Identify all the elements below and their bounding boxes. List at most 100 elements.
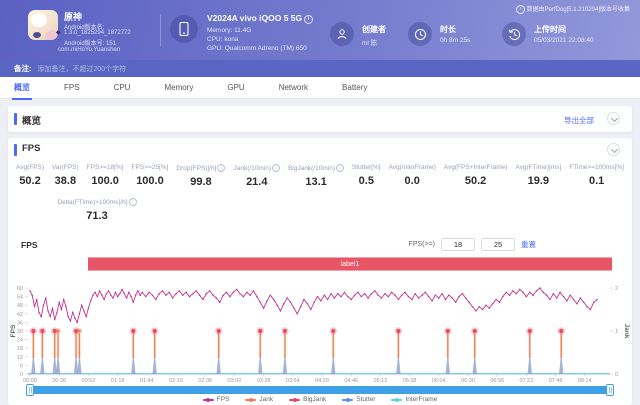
svg-text:00:52: 00:52 xyxy=(82,378,96,384)
tab-cpu[interactable]: CPU xyxy=(113,83,131,92)
svg-text:24: 24 xyxy=(17,338,23,344)
tab-network[interactable]: Network xyxy=(278,83,309,92)
fps-section-card: FPS Avg(FPS) 50.2 Var(FPS) 38.8 FPS>=18[%] 10… xyxy=(8,138,632,405)
metric-fps-18-: FPS>=18[%] 100.0 xyxy=(86,164,124,187)
svg-text:06:04: 06:04 xyxy=(432,378,446,384)
info-icon[interactable]: i xyxy=(128,198,137,206)
svg-text:03:02: 03:02 xyxy=(228,378,242,384)
game-app-icon xyxy=(28,10,58,40)
tab-fps[interactable]: FPS xyxy=(64,83,80,92)
svg-text:12: 12 xyxy=(17,355,23,361)
svg-text:04:46: 04:46 xyxy=(344,378,358,384)
info-icon[interactable]: i xyxy=(272,164,281,172)
device-title: V2024A vivo iQOO 5 5G i xyxy=(207,13,314,24)
metric-avg-fps-interframe-: Avg(FPS+InterFrame) 50.2 xyxy=(443,164,508,187)
metric-fps-25-: FPS>=25[%] 100.0 xyxy=(131,164,169,187)
report-tab-bar: 概览 FPS CPU Memory GPU Network Battery xyxy=(0,77,640,100)
svg-text:18: 18 xyxy=(17,346,23,352)
svg-text:1: 1 xyxy=(615,329,618,335)
svg-text:05:38: 05:38 xyxy=(403,378,417,384)
duration-label: 时长 xyxy=(440,25,456,34)
export-all-link[interactable]: 导出全部 xyxy=(564,116,594,125)
tab-memory[interactable]: Memory xyxy=(164,83,194,92)
svg-text:60: 60 xyxy=(17,286,23,292)
legend-item-bigjank[interactable]: BigJank xyxy=(289,396,326,403)
svg-text:FPS: FPS xyxy=(10,324,17,337)
zoom-handle-left[interactable] xyxy=(26,384,34,396)
report-header: 原神 Android版本名: ◆ 1.3.0_1825294_1872772 A… xyxy=(0,0,640,60)
legend-item-fps[interactable]: FPS xyxy=(202,396,229,403)
info-icon[interactable]: i xyxy=(336,164,345,172)
metric-stutter-: Stutter[%] 0.5 xyxy=(352,164,381,187)
chart-zoom-scrollbar[interactable] xyxy=(26,384,614,396)
svg-text:07:48: 07:48 xyxy=(549,378,563,384)
android-version-name-label: Android版本名: xyxy=(64,25,105,31)
legend-item-jank[interactable]: Jank xyxy=(245,396,273,403)
legend-item-interframe[interactable]: InterFrame xyxy=(391,396,437,403)
fps-collapse-button[interactable] xyxy=(607,143,620,156)
svg-text:00:26: 00:26 xyxy=(52,378,66,384)
fps-threshold-low-input[interactable] xyxy=(441,238,475,251)
upload-time-label: 上传时间 xyxy=(534,25,566,34)
overview-collapse-button[interactable] xyxy=(607,112,620,125)
svg-text:01:18: 01:18 xyxy=(111,378,125,384)
svg-text:03:54: 03:54 xyxy=(286,378,300,384)
android-version-code: Android版本号: 151 xyxy=(64,41,117,47)
metric-ftime-100ms-: FTime>=100ms[%] 0.1 xyxy=(569,164,624,187)
phone-icon xyxy=(179,21,189,37)
svg-text:36: 36 xyxy=(17,320,23,326)
svg-text:Jank: Jank xyxy=(623,324,630,339)
svg-text:04:20: 04:20 xyxy=(315,378,329,384)
android-icon: ◆ xyxy=(56,30,61,36)
info-icon[interactable]: i xyxy=(217,164,226,172)
tab-gpu[interactable]: GPU xyxy=(227,83,245,92)
label-banner: label1 xyxy=(88,257,612,271)
svg-text:03:28: 03:28 xyxy=(257,378,271,384)
fps-threshold-label: FPS(>=) xyxy=(408,241,435,248)
svg-text:30: 30 xyxy=(17,329,23,335)
svg-text:02:10: 02:10 xyxy=(169,378,183,384)
reset-button[interactable]: 重置 xyxy=(521,240,536,249)
duration-icon-circle xyxy=(408,22,432,46)
section-accent-bar xyxy=(14,113,17,125)
upload-time-icon-circle xyxy=(502,22,526,46)
device-info-icon[interactable]: i xyxy=(304,15,314,24)
duration-value: 0h 8m 25s xyxy=(440,37,471,44)
fps-threshold-high-input[interactable] xyxy=(481,238,515,251)
android-version-name-value: 1.3.0_1825294_1872772 xyxy=(64,30,131,36)
device-memory: Memory: 11.4G xyxy=(207,27,252,34)
zoom-handle-right[interactable] xyxy=(606,384,614,396)
svg-text:54: 54 xyxy=(17,295,23,301)
info-icon: i xyxy=(515,5,525,14)
package-name: com.miHoYo.Yuanshen xyxy=(58,47,121,53)
creator-icon-circle xyxy=(330,22,354,46)
history-clock-icon xyxy=(508,28,520,40)
svg-text:0: 0 xyxy=(615,372,618,378)
overview-section-card: 概览 导出全部 xyxy=(8,106,632,132)
svg-text:00:00: 00:00 xyxy=(23,378,37,384)
overview-section-title: 概览 xyxy=(22,116,42,127)
metric-bigjank-10min-: BigJank(/10min) i 13.1 xyxy=(288,164,345,188)
svg-text:06:56: 06:56 xyxy=(490,378,504,384)
header-divider xyxy=(160,14,161,46)
tab-概览[interactable]: 概览 xyxy=(12,83,32,100)
metric-drop-fps-h-: Drop(FPS)[/h] i 99.8 xyxy=(176,164,226,188)
creator-label: 创建者 xyxy=(362,25,386,34)
tab-battery[interactable]: Battery xyxy=(342,83,368,92)
note-bar[interactable]: 备注: 添加备注，不超过200个字符 xyxy=(0,60,640,77)
svg-text:42: 42 xyxy=(17,312,23,318)
fps-metrics-row: Avg(FPS) 50.2 Var(FPS) 38.8 FPS>=18[%] 100.0 F… xyxy=(16,164,624,188)
svg-text:06:30: 06:30 xyxy=(461,378,475,384)
upload-time-value: 05/03/2021 22:08:40 xyxy=(534,37,594,44)
svg-text:07:22: 07:22 xyxy=(520,378,534,384)
label-banner-text: label1 xyxy=(340,260,360,268)
section-accent-bar xyxy=(14,144,17,156)
legend-item-stutter[interactable]: Stutter xyxy=(342,396,375,403)
svg-text:2: 2 xyxy=(615,286,618,292)
person-icon xyxy=(337,29,347,39)
creator-value: ml 陈 xyxy=(362,40,378,47)
svg-text:6: 6 xyxy=(20,363,23,369)
svg-text:01:44: 01:44 xyxy=(140,378,154,384)
